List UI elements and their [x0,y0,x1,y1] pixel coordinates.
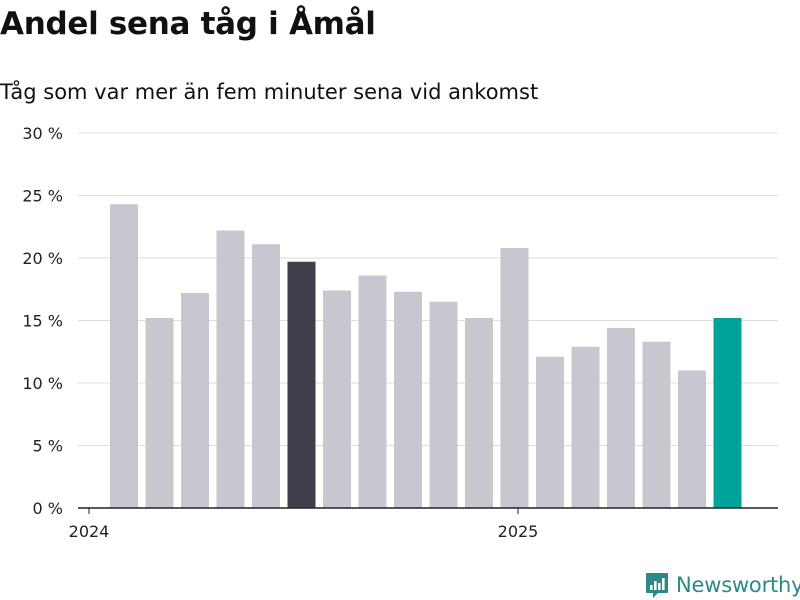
bars [110,204,742,508]
y-tick-label: 30 % [22,124,63,143]
y-tick-label: 15 % [22,312,63,331]
x-tick-label: 2025 [498,522,539,541]
x-axis-ticks: 2024 2025 [69,508,539,541]
y-tick-label: 20 % [22,249,63,268]
y-tick-label: 0 % [33,499,63,518]
chart-title: Andel sena tåg i Åmål [0,6,376,42]
chart-subtitle: Tåg som var mer än fem minuter sena vid … [0,80,539,104]
bar-2025-04 [642,341,671,508]
y-axis-ticks: 0 % 5 % 10 % 15 % 20 % 25 % 30 % [22,124,63,518]
bar-2024-01 [110,204,138,508]
bar-2024-03 [181,293,209,508]
bar-2024-04 [216,230,245,508]
bar-2025-06 [713,318,742,508]
newsworthy-logo-icon [646,572,668,598]
y-tick-label: 10 % [22,374,63,393]
bar-2025-05 [678,370,706,508]
bar-2025-03 [607,328,635,508]
bar-2024-10 [429,301,458,508]
bar-2024-07 [323,290,351,508]
bar-2024-06 [287,261,316,508]
bar-2024-05 [252,244,280,508]
y-tick-label: 25 % [22,187,63,206]
brand-name: Newsworthy [676,573,800,597]
newsworthy-logo: Newsworthy [645,570,800,600]
bar-2024-09 [394,291,422,508]
bar-2025-01 [536,356,564,508]
bar-2024-08 [358,275,387,508]
x-tick-label: 2024 [69,522,110,541]
bar-2025-02 [571,346,600,508]
y-tick-label: 5 % [33,437,63,456]
bar-2024-02 [145,318,174,508]
bar-2024-11 [465,318,493,508]
bar-2024-12 [500,248,529,508]
